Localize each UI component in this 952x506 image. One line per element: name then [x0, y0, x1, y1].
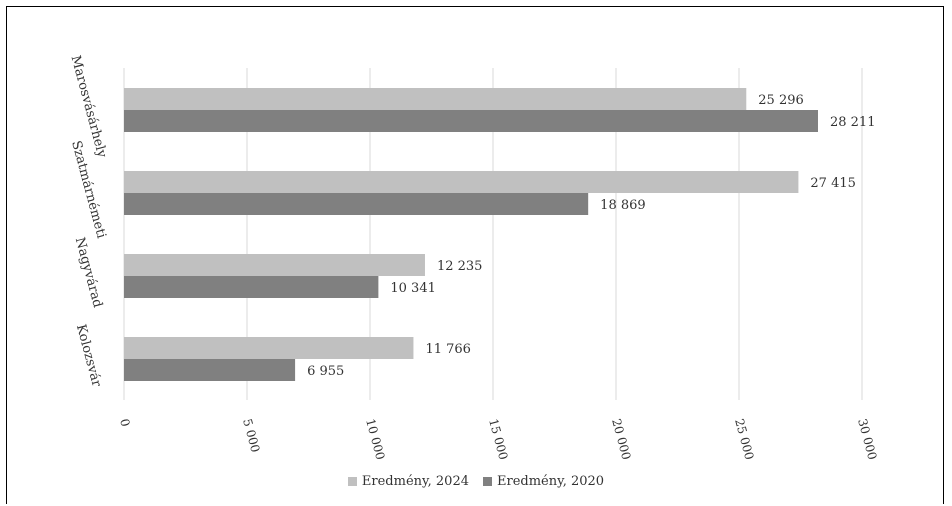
bar [124, 337, 414, 359]
x-tick-label: 10 000 [363, 417, 387, 461]
bar [124, 276, 379, 298]
legend-label-2024: Eredmény, 2024 [361, 474, 469, 489]
bar [124, 359, 296, 381]
data-label: 10 341 [390, 281, 436, 296]
data-label: 27 415 [810, 176, 856, 191]
data-label: 6 955 [307, 364, 344, 379]
data-label: 18 869 [600, 198, 646, 213]
bar [124, 171, 799, 193]
category-label: Nagyvárad [72, 236, 105, 310]
data-label: 11 766 [425, 342, 471, 357]
data-label: 28 211 [830, 115, 876, 130]
bar [124, 193, 589, 215]
data-label: 12 235 [437, 259, 483, 274]
bar [124, 88, 747, 110]
x-tick-label: 5 000 [240, 417, 262, 454]
legend-item-2024: Eredmény, 2024 [347, 474, 469, 489]
legend-label-2020: Eredmény, 2020 [497, 474, 605, 489]
category-label: Kolozsvár [73, 323, 104, 389]
x-tick-label: 15 000 [486, 417, 510, 461]
x-tick-label: 0 [117, 417, 133, 428]
legend-swatch-2024 [347, 477, 357, 486]
legend-item-2020: Eredmény, 2020 [483, 474, 604, 489]
data-label: 25 296 [758, 93, 804, 108]
legend-swatch-2020 [483, 477, 492, 486]
x-tick-label: 30 000 [855, 417, 879, 461]
bar [124, 110, 818, 132]
chart-frame [6, 6, 944, 504]
legend: Eredmény, 2024 Eredmény, 2020 [0, 474, 952, 489]
x-tick-label: 20 000 [609, 417, 633, 461]
bar [124, 254, 425, 276]
x-tick-label: 25 000 [732, 417, 756, 461]
